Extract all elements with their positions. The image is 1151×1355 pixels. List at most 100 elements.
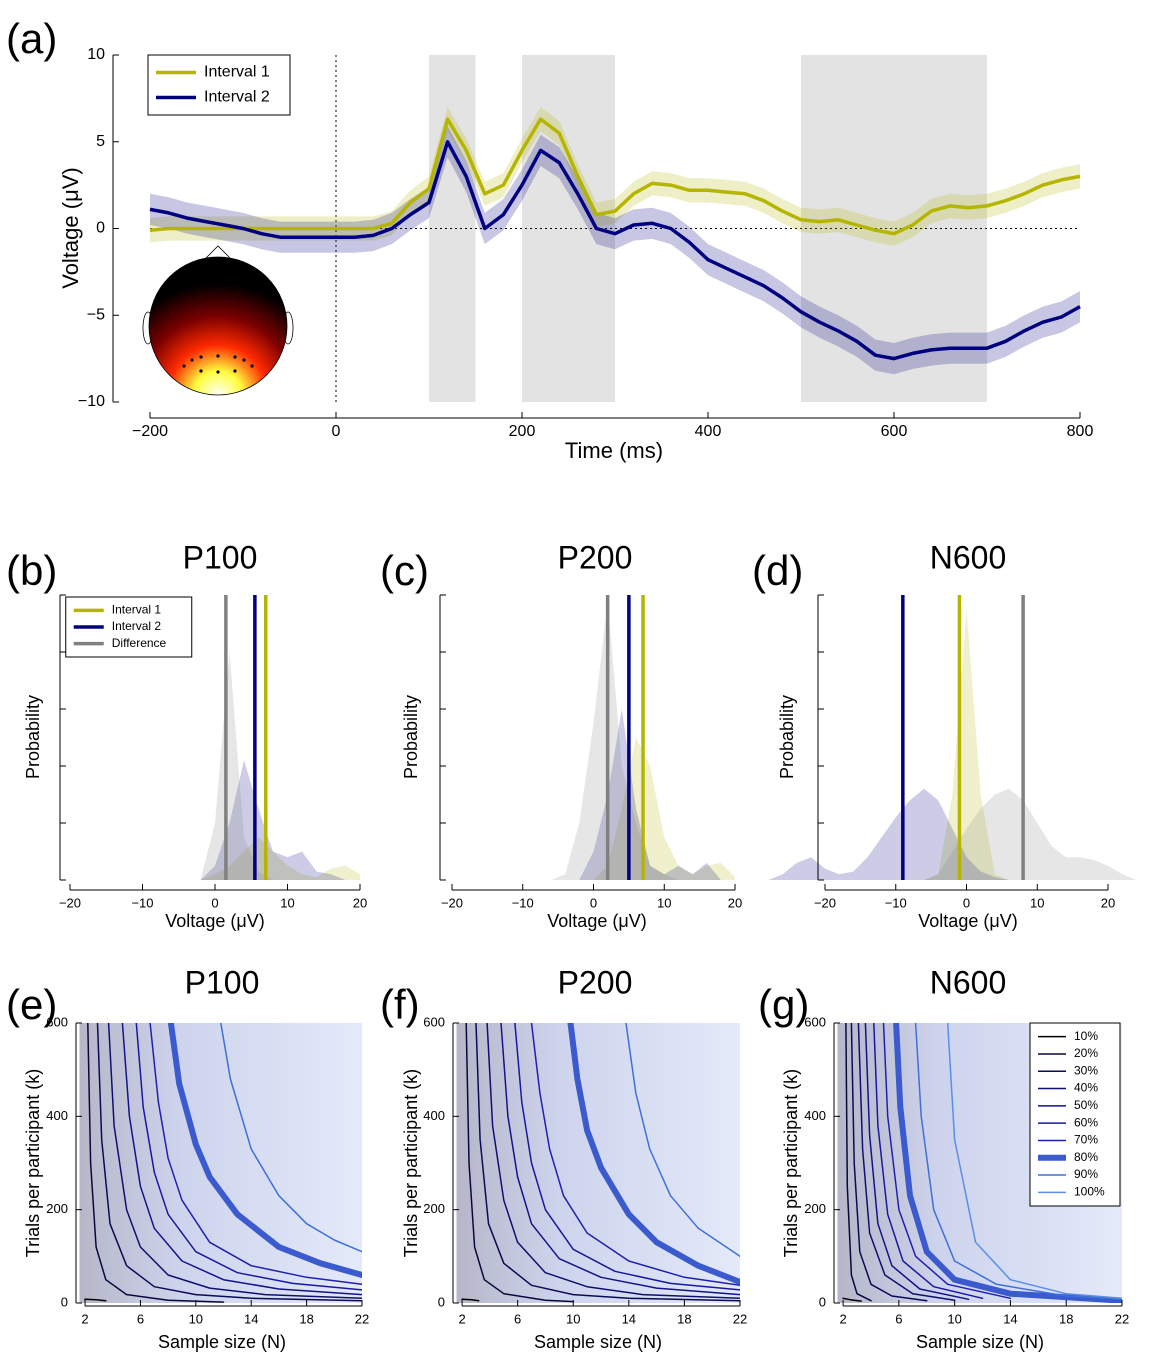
panel-label: (b) [6, 547, 57, 594]
x-axis-label: Voltage (μV) [165, 911, 264, 931]
legend-label: Difference [112, 636, 167, 650]
y-tick-label: 5 [96, 133, 105, 150]
contours [84, 1023, 362, 1303]
y-tick-label: 0 [61, 1294, 68, 1309]
y-tick-label: 400 [46, 1108, 68, 1123]
error-band [150, 107, 1080, 246]
axes: −200 0 200 400 600 800 −10 −5 0 5 10 [78, 46, 1094, 440]
x-tick-label: 6 [137, 1311, 144, 1326]
x-tick-label: 22 [1115, 1311, 1129, 1326]
panel-label: (f) [380, 981, 420, 1028]
x-tick-label: 6 [895, 1311, 902, 1326]
y-tick-label: 600 [46, 1014, 68, 1029]
contour-line [850, 1023, 928, 1302]
axes: −20 −10 0 10 20 [439, 594, 742, 910]
panel-title: P100 [183, 539, 258, 575]
panel: (g) N600 Sample size (N) Trials per partici… [758, 964, 1129, 1351]
contour-line [842, 1297, 862, 1302]
density-area [452, 600, 735, 880]
density-area [70, 652, 360, 880]
x-tick-label: 22 [355, 1311, 369, 1326]
legend-label: 10% [1074, 1029, 1098, 1043]
contour-line [946, 1023, 1122, 1300]
panel-title: P100 [185, 964, 260, 1000]
x-tick-label: 18 [1059, 1311, 1073, 1326]
axes: 2 6 10 14 18 22 0 200 400 600 [46, 1014, 369, 1326]
y-tick-label: 600 [423, 1014, 445, 1029]
legend-label: Interval 2 [112, 619, 162, 633]
y-axis-label: Trials per participant (k) [781, 1069, 801, 1257]
legend-label: 100% [1074, 1185, 1105, 1199]
legend-label: Interval 2 [204, 89, 270, 106]
y-tick-label: 0 [819, 1294, 826, 1309]
x-tick-label: 10 [566, 1311, 580, 1326]
legend-label: 70% [1074, 1133, 1098, 1147]
contours [461, 1023, 740, 1303]
contour-line [514, 1023, 740, 1291]
x-tick-label: −20 [59, 895, 81, 910]
x-tick-label: 10 [189, 1311, 203, 1326]
axes: 2 6 10 14 18 22 0 200 400 600 [804, 1014, 1129, 1326]
x-axis-label: Sample size (N) [534, 1332, 662, 1352]
x-tick-label: 2 [839, 1311, 846, 1326]
x-tick-label: −10 [131, 895, 153, 910]
y-axis-label: Probability [23, 695, 43, 779]
x-tick-label: 200 [509, 423, 536, 440]
legend: Interval 1 Interval 2 Difference [65, 596, 193, 658]
x-tick-label: −20 [814, 895, 836, 910]
x-tick-label: 20 [1101, 895, 1115, 910]
x-axis-label: Sample size (N) [158, 1332, 286, 1352]
contour-line [893, 1023, 1122, 1303]
panel: (e) P100 Sample size (N) Trials per partici… [6, 964, 369, 1351]
x-tick-label: 14 [244, 1311, 258, 1326]
y-tick-label: 400 [804, 1108, 826, 1123]
topomap [142, 245, 294, 396]
x-tick-label: 0 [211, 895, 218, 910]
legend: Interval 1 Interval 2 [147, 54, 291, 116]
contour-line [864, 1023, 970, 1301]
x-tick-label: 18 [299, 1311, 313, 1326]
legend-label: 50% [1074, 1098, 1098, 1112]
legend: 10% 20% 30% 40% 50% 60% 70% 80% 90% 100% [1029, 1022, 1121, 1207]
contour-line [845, 1023, 872, 1302]
panel: (c) P200 Voltage (μV) Probability −20 −10 0 10 2… [380, 539, 742, 930]
x-tick-label: −10 [512, 895, 534, 910]
y-tick-label: 200 [804, 1201, 826, 1216]
x-tick-label: 10 [947, 1311, 961, 1326]
legend-label: 30% [1074, 1063, 1098, 1077]
y-tick-label: 10 [87, 46, 105, 63]
x-tick-label: −20 [441, 895, 463, 910]
density-area [452, 737, 735, 880]
contour-line [625, 1023, 740, 1258]
density-area [768, 788, 1137, 880]
legend-box [147, 54, 291, 116]
x-tick-label: −200 [132, 423, 168, 440]
contour-line [530, 1023, 740, 1287]
y-tick-label: −10 [78, 393, 105, 410]
x-tick-label: 14 [1003, 1311, 1017, 1326]
y-tick-label: 200 [423, 1201, 445, 1216]
contour-line [500, 1023, 740, 1296]
contour-line [149, 1023, 362, 1286]
x-tick-label: −10 [885, 895, 907, 910]
x-tick-label: 18 [677, 1311, 691, 1326]
x-axis-label: Voltage (μV) [918, 911, 1017, 931]
x-tick-label: 10 [657, 895, 671, 910]
x-tick-label: 800 [1067, 423, 1094, 440]
series-line [149, 140, 1081, 361]
x-axis-label: Sample size (N) [916, 1332, 1044, 1352]
contour-line [107, 1023, 362, 1300]
x-axis-label: Time (ms) [565, 438, 663, 463]
x-tick-label: 0 [963, 895, 970, 910]
panel-label: (c) [380, 547, 429, 594]
panel-label: (d) [752, 547, 803, 594]
x-tick-label: 20 [353, 895, 367, 910]
axes: 2 6 10 14 18 22 0 200 400 600 [423, 1014, 747, 1326]
legend-label: 60% [1074, 1115, 1098, 1129]
panel: (d) N600 Voltage (μV) Probability −20 −10 0 10 2… [752, 539, 1137, 931]
contour-line [475, 1023, 740, 1302]
plot-area [70, 595, 360, 880]
contour-line [465, 1023, 574, 1303]
y-axis-label: Trials per participant (k) [23, 1069, 43, 1257]
